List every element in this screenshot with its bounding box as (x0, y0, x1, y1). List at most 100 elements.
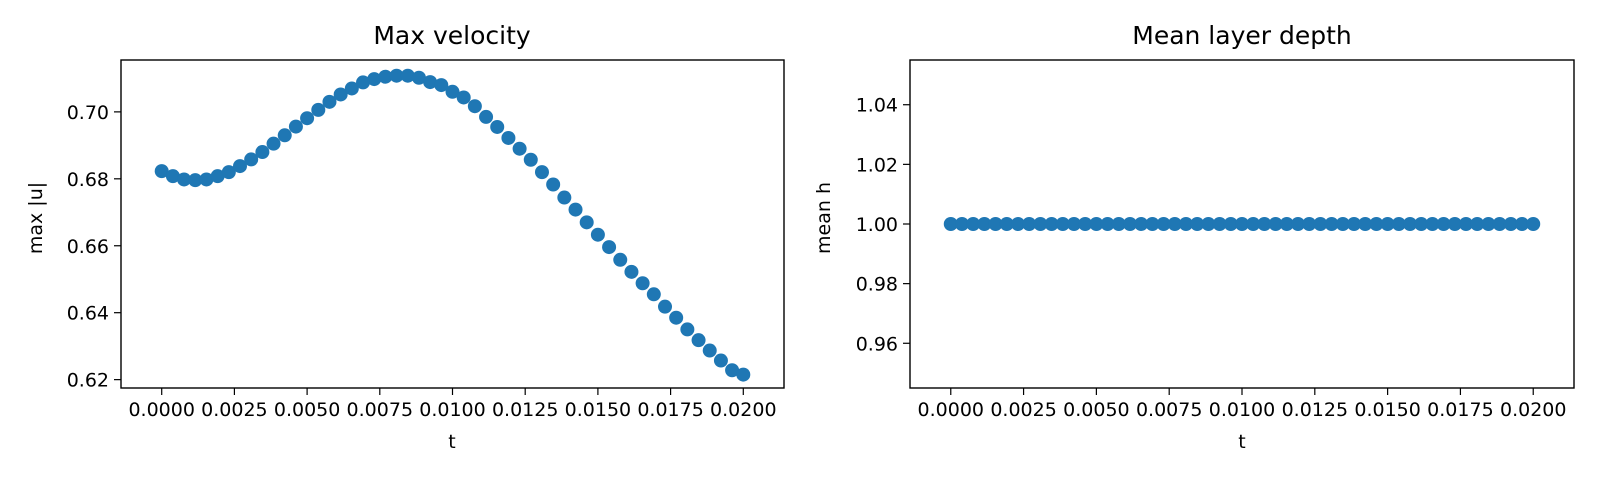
y-tick-label: 0.68 (67, 169, 109, 191)
data-point (1089, 217, 1104, 231)
data-point (411, 70, 426, 85)
x-tick-label: 0.0200 (1500, 399, 1566, 421)
data-point (1503, 217, 1518, 231)
data-point (177, 172, 192, 187)
data-point (1033, 217, 1048, 231)
panel-mean-layer-depth: Mean layer depth t mean h 0.0000 0.0025 0.… (813, 21, 1575, 453)
x-tick-label: 0.0175 (1427, 399, 1493, 421)
data-point (165, 169, 180, 184)
data-point (1391, 217, 1406, 231)
y-tick-label: 0.66 (67, 236, 109, 258)
data-point (1335, 217, 1350, 231)
data-point (1044, 217, 1059, 231)
y-tick-label: 1.02 (856, 154, 898, 176)
data-point (658, 299, 673, 314)
data-point (1156, 217, 1171, 231)
data-point (400, 68, 415, 83)
data-point (210, 169, 225, 184)
data-point (1526, 217, 1541, 231)
data-point (367, 72, 382, 87)
data-point (725, 363, 740, 378)
chart-title: Mean layer depth (1132, 21, 1352, 50)
data-point (523, 152, 538, 167)
y-tick-label: 0.98 (856, 274, 898, 296)
data-point (590, 227, 605, 242)
data-point (1201, 217, 1216, 231)
data-point (1291, 217, 1306, 231)
y-tick-label: 0.64 (67, 303, 109, 325)
chart-title: Max velocity (373, 21, 531, 50)
data-point (736, 367, 751, 382)
data-point (534, 165, 549, 180)
data-point (288, 119, 303, 134)
x-axis-label: t (1238, 431, 1245, 453)
data-points (943, 217, 1541, 231)
data-point (1223, 217, 1238, 231)
x-tick-label: 0.0125 (492, 399, 558, 421)
data-point (221, 165, 236, 180)
data-point (669, 310, 684, 325)
data-point (1358, 217, 1373, 231)
data-point (691, 333, 706, 348)
y-tick-label: 0.70 (67, 102, 109, 124)
data-point (154, 164, 169, 179)
panel-max-velocity: Max velocity t max |u| 0.0000 0.0025 0.005… (25, 21, 785, 453)
x-tick-label: 0.0075 (1136, 399, 1202, 421)
data-point (579, 215, 594, 230)
y-axis-label: max |u| (25, 182, 47, 254)
axes-frame (120, 59, 785, 389)
data-point (1022, 217, 1037, 231)
data-point (1459, 217, 1474, 231)
data-point (490, 119, 505, 134)
data-point (954, 217, 969, 231)
data-point (232, 159, 247, 174)
x-axis-label: t (448, 431, 455, 453)
data-point (1324, 217, 1339, 231)
data-point (356, 75, 371, 90)
data-point (1235, 217, 1249, 231)
data-point (1347, 217, 1362, 231)
data-point (1380, 217, 1395, 231)
data-point (1066, 217, 1081, 231)
data-point (1425, 217, 1440, 231)
data-point (188, 173, 203, 188)
y-tick-label: 0.62 (67, 370, 109, 392)
data-point (1134, 217, 1149, 231)
data-point (479, 109, 494, 124)
data-points (154, 68, 751, 382)
data-point (512, 141, 527, 156)
data-point (1279, 217, 1294, 231)
data-point (1178, 217, 1193, 231)
x-tick-label: 0.0200 (710, 399, 776, 421)
data-point (1447, 217, 1462, 231)
axis-ticks: 0.0000 0.0025 0.0050 0.0075 0.0100 0.0125 0.01… (67, 102, 777, 421)
data-point (1492, 217, 1507, 231)
data-point (1122, 217, 1137, 231)
data-point (702, 343, 717, 358)
data-point (1111, 217, 1126, 231)
data-point (557, 190, 572, 205)
data-point (1246, 217, 1261, 231)
x-tick-label: 0.0100 (419, 399, 485, 421)
y-tick-label: 0.96 (856, 333, 898, 355)
x-tick-label: 0.0150 (565, 399, 631, 421)
data-point (255, 145, 270, 160)
data-point (943, 217, 958, 231)
axes-frame (909, 59, 1575, 389)
data-point (613, 252, 628, 267)
data-point (1100, 217, 1115, 231)
data-point (244, 152, 259, 167)
data-point (311, 102, 326, 117)
x-tick-label: 0.0025 (990, 399, 1056, 421)
data-point (1403, 217, 1418, 231)
x-tick-label: 0.0050 (274, 399, 340, 421)
data-point (277, 128, 292, 143)
x-tick-label: 0.0075 (347, 399, 413, 421)
data-point (322, 94, 337, 109)
data-point (501, 130, 516, 145)
data-point (977, 217, 992, 231)
data-point (1369, 217, 1384, 231)
data-point (1436, 217, 1451, 231)
data-point (1010, 217, 1025, 231)
y-axis-label: mean h (813, 182, 835, 254)
